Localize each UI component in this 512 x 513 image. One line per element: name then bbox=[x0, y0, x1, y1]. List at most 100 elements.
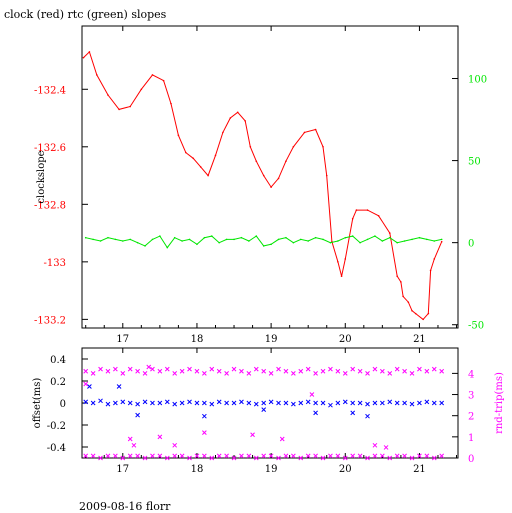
series-clock-point bbox=[285, 160, 287, 162]
series-offset-marker bbox=[142, 399, 148, 405]
series-clock-point bbox=[177, 134, 180, 137]
series-rtc-point bbox=[403, 240, 406, 242]
series-offset-marker bbox=[431, 400, 437, 406]
series-offset-marker bbox=[268, 399, 274, 405]
series-rtc-point bbox=[433, 240, 436, 242]
series-round-trip-marker bbox=[146, 364, 152, 370]
y-tick-label: -133.2 bbox=[34, 315, 66, 326]
series-round-trip-marker bbox=[372, 453, 378, 459]
series-round-trip-marker bbox=[253, 455, 259, 461]
series-clock-point bbox=[207, 174, 209, 177]
series-round-trip-marker bbox=[172, 371, 178, 376]
series-clock-point bbox=[192, 157, 195, 160]
series-clock-point bbox=[407, 301, 410, 303]
series-offset-marker bbox=[116, 384, 122, 389]
y2-tick-label: 0 bbox=[468, 454, 474, 465]
series-round-trip-marker bbox=[365, 455, 370, 461]
series-round-trip-marker bbox=[239, 368, 244, 374]
y-tick-label: -0.2 bbox=[47, 421, 66, 432]
series-rtc-point bbox=[351, 235, 354, 237]
series-offset-marker bbox=[342, 399, 348, 405]
y2-tick-label: 1 bbox=[468, 433, 474, 444]
series-round-trip-marker bbox=[135, 453, 140, 459]
series-round-trip-marker bbox=[98, 366, 103, 372]
series-rtc-point bbox=[121, 240, 124, 242]
series-clock-point bbox=[429, 269, 432, 272]
series-round-trip-marker bbox=[298, 455, 304, 461]
series-round-trip-marker bbox=[283, 453, 289, 459]
series-clock-point bbox=[427, 312, 430, 315]
series-rtc-point bbox=[240, 236, 243, 239]
series-rtc-point bbox=[314, 236, 317, 239]
series-round-trip-marker bbox=[253, 366, 259, 372]
series-round-trip-marker bbox=[305, 453, 311, 459]
series-clock-point bbox=[337, 261, 339, 263]
series-offset-marker bbox=[209, 401, 215, 407]
series-round-trip-marker bbox=[383, 445, 389, 450]
series-rtc-point bbox=[99, 240, 102, 242]
series-offset-marker bbox=[328, 402, 333, 408]
series-round-trip-marker bbox=[231, 455, 237, 461]
series-round-trip-marker bbox=[127, 366, 133, 372]
series-rtc-point bbox=[307, 240, 309, 242]
series-offset-marker bbox=[394, 400, 400, 406]
y2-tick-label: 50 bbox=[468, 157, 481, 168]
series-clock-point bbox=[151, 74, 154, 76]
series-round-trip-marker bbox=[135, 368, 140, 374]
series-round-trip-marker bbox=[127, 453, 133, 459]
series-offset-marker bbox=[157, 400, 163, 406]
series-rtc-point bbox=[107, 236, 109, 239]
series-round-trip-marker bbox=[335, 453, 341, 459]
series-offset-marker bbox=[439, 400, 445, 406]
series-rtc-point bbox=[285, 236, 287, 239]
y-tick-label: -132.8 bbox=[34, 200, 66, 211]
y2-axis-label: rnd-trip(ms) bbox=[494, 372, 505, 434]
series-rtc-point bbox=[262, 245, 265, 247]
series-round-trip-marker bbox=[342, 455, 348, 461]
series-round-trip-marker bbox=[402, 453, 407, 459]
series-clock-point bbox=[322, 146, 324, 148]
series-rtc-point bbox=[84, 236, 87, 239]
series-rtc-point bbox=[337, 240, 339, 242]
series-round-trip-marker bbox=[157, 453, 163, 459]
series-round-trip-marker bbox=[268, 371, 274, 376]
series-offset-marker bbox=[350, 410, 356, 416]
series-rtc-point bbox=[366, 238, 369, 241]
series-round-trip-marker bbox=[424, 368, 430, 374]
y2-tick-label: 0 bbox=[468, 239, 474, 250]
series-round-trip-marker bbox=[350, 366, 356, 372]
series-round-trip-marker bbox=[357, 368, 363, 374]
series-round-trip-marker bbox=[209, 455, 215, 461]
series-offset-marker bbox=[135, 401, 140, 407]
series-clock-point bbox=[388, 232, 391, 234]
series-round-trip-marker bbox=[164, 366, 170, 372]
series-offset-marker bbox=[253, 401, 259, 407]
series-round-trip-marker bbox=[202, 453, 207, 459]
series-round-trip-marker bbox=[394, 366, 400, 372]
series-rtc-point bbox=[440, 238, 443, 241]
series-round-trip-marker bbox=[157, 434, 163, 440]
series-round-trip-marker bbox=[279, 436, 285, 442]
series-clock-point bbox=[129, 105, 132, 108]
series-rtc-point bbox=[277, 238, 280, 241]
series-round-trip-marker bbox=[164, 455, 170, 461]
series-offset-marker bbox=[298, 400, 304, 406]
series-clock-point bbox=[402, 295, 404, 298]
series-clock-point bbox=[355, 209, 358, 211]
series-clock-point bbox=[162, 79, 165, 82]
series-clock-point bbox=[292, 146, 295, 148]
y-tick-label: -0.4 bbox=[47, 443, 66, 454]
series-offset-marker bbox=[380, 400, 385, 406]
series-offset-marker bbox=[372, 400, 378, 406]
series-round-trip-marker bbox=[417, 366, 422, 372]
series-offset-marker bbox=[320, 400, 326, 406]
x-tick-label: 19 bbox=[265, 464, 278, 475]
series-round-trip-marker bbox=[291, 371, 296, 376]
series-clock-point bbox=[185, 151, 187, 154]
y-tick-label: -132.4 bbox=[34, 85, 66, 96]
series-round-trip-marker bbox=[150, 453, 155, 459]
series-round-trip-marker bbox=[431, 455, 437, 461]
series-offset-marker bbox=[365, 401, 370, 407]
series-clock-point bbox=[249, 146, 252, 148]
series-rtc-point bbox=[344, 236, 347, 239]
